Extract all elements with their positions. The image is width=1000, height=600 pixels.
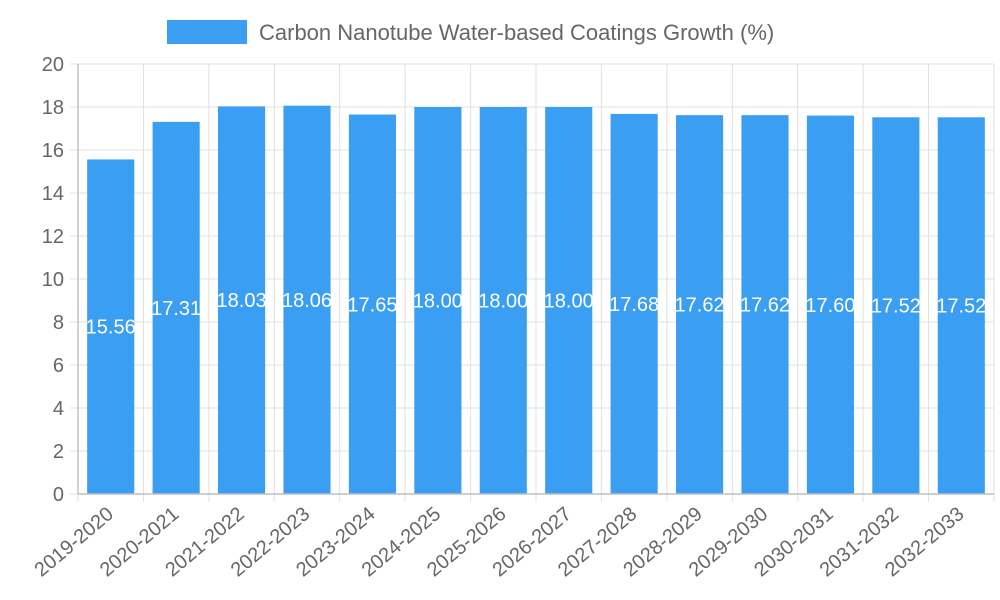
legend-swatch — [167, 20, 247, 44]
bar[interactable] — [545, 107, 593, 494]
bars — [87, 105, 985, 495]
bar[interactable] — [479, 107, 527, 494]
bar[interactable] — [152, 121, 200, 495]
data-label: 18.00 — [544, 291, 594, 313]
bar[interactable] — [87, 159, 135, 494]
data-label: 17.60 — [805, 295, 855, 317]
data-label: 18.06 — [282, 290, 332, 312]
grid — [70, 63, 995, 502]
y-tick-label: 18 — [42, 97, 64, 119]
legend[interactable]: Carbon Nanotube Water-based Coatings Gro… — [167, 20, 774, 45]
y-tick-label: 10 — [42, 269, 64, 291]
data-label: 17.62 — [740, 295, 790, 317]
bar[interactable] — [348, 114, 396, 495]
y-axis: 0 2 4 6 8 10 12 14 16 18 20 — [42, 54, 79, 506]
bar[interactable] — [414, 107, 462, 494]
data-label: 17.31 — [151, 298, 201, 320]
data-label: 15.56 — [86, 317, 136, 339]
bar[interactable] — [937, 117, 985, 494]
data-labels: 15.56 17.31 18.03 18.06 17.65 18.00 18.00 18.00… — [86, 290, 987, 339]
data-label: 17.52 — [936, 296, 986, 318]
bar[interactable] — [218, 106, 266, 494]
data-label: 17.68 — [609, 294, 659, 316]
data-label: 17.62 — [675, 295, 725, 317]
y-tick-label: 4 — [53, 398, 64, 420]
x-axis: 2019-20202020-20212021-20222022-20232023… — [31, 493, 994, 581]
data-label: 17.52 — [871, 296, 921, 318]
y-tick-label: 2 — [53, 441, 64, 463]
y-tick-label: 0 — [53, 484, 64, 506]
y-tick-label: 12 — [42, 226, 64, 248]
legend-label: Carbon Nanotube Water-based Coatings Gro… — [259, 20, 774, 45]
y-tick-label: 6 — [53, 355, 64, 377]
y-tick-label: 8 — [53, 312, 64, 334]
y-tick-label: 16 — [42, 140, 64, 162]
y-tick-label: 14 — [42, 183, 64, 205]
bar[interactable] — [610, 113, 658, 494]
bar[interactable] — [676, 115, 724, 495]
bar[interactable] — [806, 115, 854, 494]
bar[interactable] — [283, 105, 331, 495]
y-tick-label: 20 — [42, 54, 64, 76]
data-label: 18.00 — [413, 291, 463, 313]
data-label: 18.03 — [217, 290, 267, 312]
data-label: 18.00 — [478, 291, 528, 313]
bar[interactable] — [741, 115, 789, 495]
bar[interactable] — [872, 117, 920, 494]
data-label: 17.65 — [347, 294, 397, 316]
